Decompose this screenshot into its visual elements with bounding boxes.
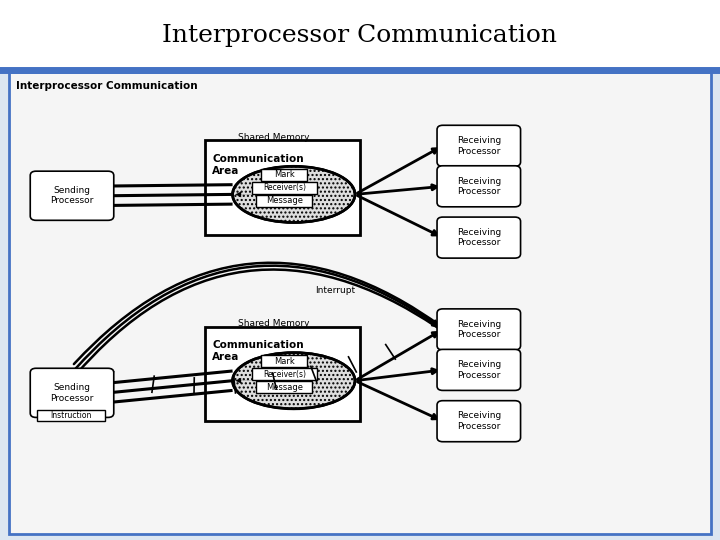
FancyArrowPatch shape: [74, 263, 443, 364]
Bar: [205, 327, 360, 421]
Text: Receiving
Processor: Receiving Processor: [456, 360, 501, 380]
Bar: [205, 140, 360, 235]
Ellipse shape: [233, 353, 355, 409]
Bar: [256, 381, 312, 393]
Text: Sending
Processor: Sending Processor: [50, 186, 94, 205]
Text: Receiver(s): Receiver(s): [263, 370, 306, 379]
Text: Receiving
Processor: Receiving Processor: [456, 177, 501, 196]
Bar: [0, 0, 720, 70]
FancyBboxPatch shape: [437, 349, 521, 390]
FancyBboxPatch shape: [437, 309, 521, 350]
Text: Message: Message: [266, 197, 303, 205]
Text: Mark: Mark: [274, 171, 294, 179]
FancyArrowPatch shape: [74, 266, 438, 370]
Text: Shared Memory: Shared Memory: [238, 320, 310, 328]
FancyBboxPatch shape: [437, 125, 521, 166]
Bar: [252, 182, 317, 194]
FancyBboxPatch shape: [30, 171, 114, 220]
Text: Sending
Processor: Sending Processor: [50, 383, 94, 402]
Bar: [252, 368, 317, 380]
Text: :: :: [477, 399, 481, 408]
Text: Instruction: Instruction: [50, 411, 92, 420]
Bar: [9, 72, 711, 534]
FancyBboxPatch shape: [437, 166, 521, 207]
FancyBboxPatch shape: [437, 401, 521, 442]
Text: Interprocessor Communication: Interprocessor Communication: [16, 82, 197, 91]
Bar: [261, 169, 307, 181]
Text: Interprocessor Communication: Interprocessor Communication: [163, 24, 557, 46]
Text: Communication
Area: Communication Area: [212, 154, 304, 176]
FancyArrowPatch shape: [74, 269, 438, 377]
Ellipse shape: [233, 166, 355, 222]
Text: Shared Memory: Shared Memory: [238, 133, 310, 142]
Bar: [261, 355, 307, 367]
Text: Mark: Mark: [274, 357, 294, 366]
FancyBboxPatch shape: [437, 217, 521, 258]
FancyBboxPatch shape: [30, 368, 114, 417]
Text: Communication
Area: Communication Area: [212, 340, 304, 362]
Text: Receiving
Processor: Receiving Processor: [456, 320, 501, 339]
Text: Receiver(s): Receiver(s): [263, 184, 306, 192]
Bar: [37, 410, 105, 421]
Text: Receiving
Processor: Receiving Processor: [456, 411, 501, 431]
Text: Receiving
Processor: Receiving Processor: [456, 136, 501, 156]
Bar: [256, 195, 312, 207]
Text: :: :: [477, 214, 481, 224]
Text: Receiving
Processor: Receiving Processor: [456, 228, 501, 247]
Text: Interrupt: Interrupt: [315, 286, 355, 295]
Text: Message: Message: [266, 383, 303, 391]
